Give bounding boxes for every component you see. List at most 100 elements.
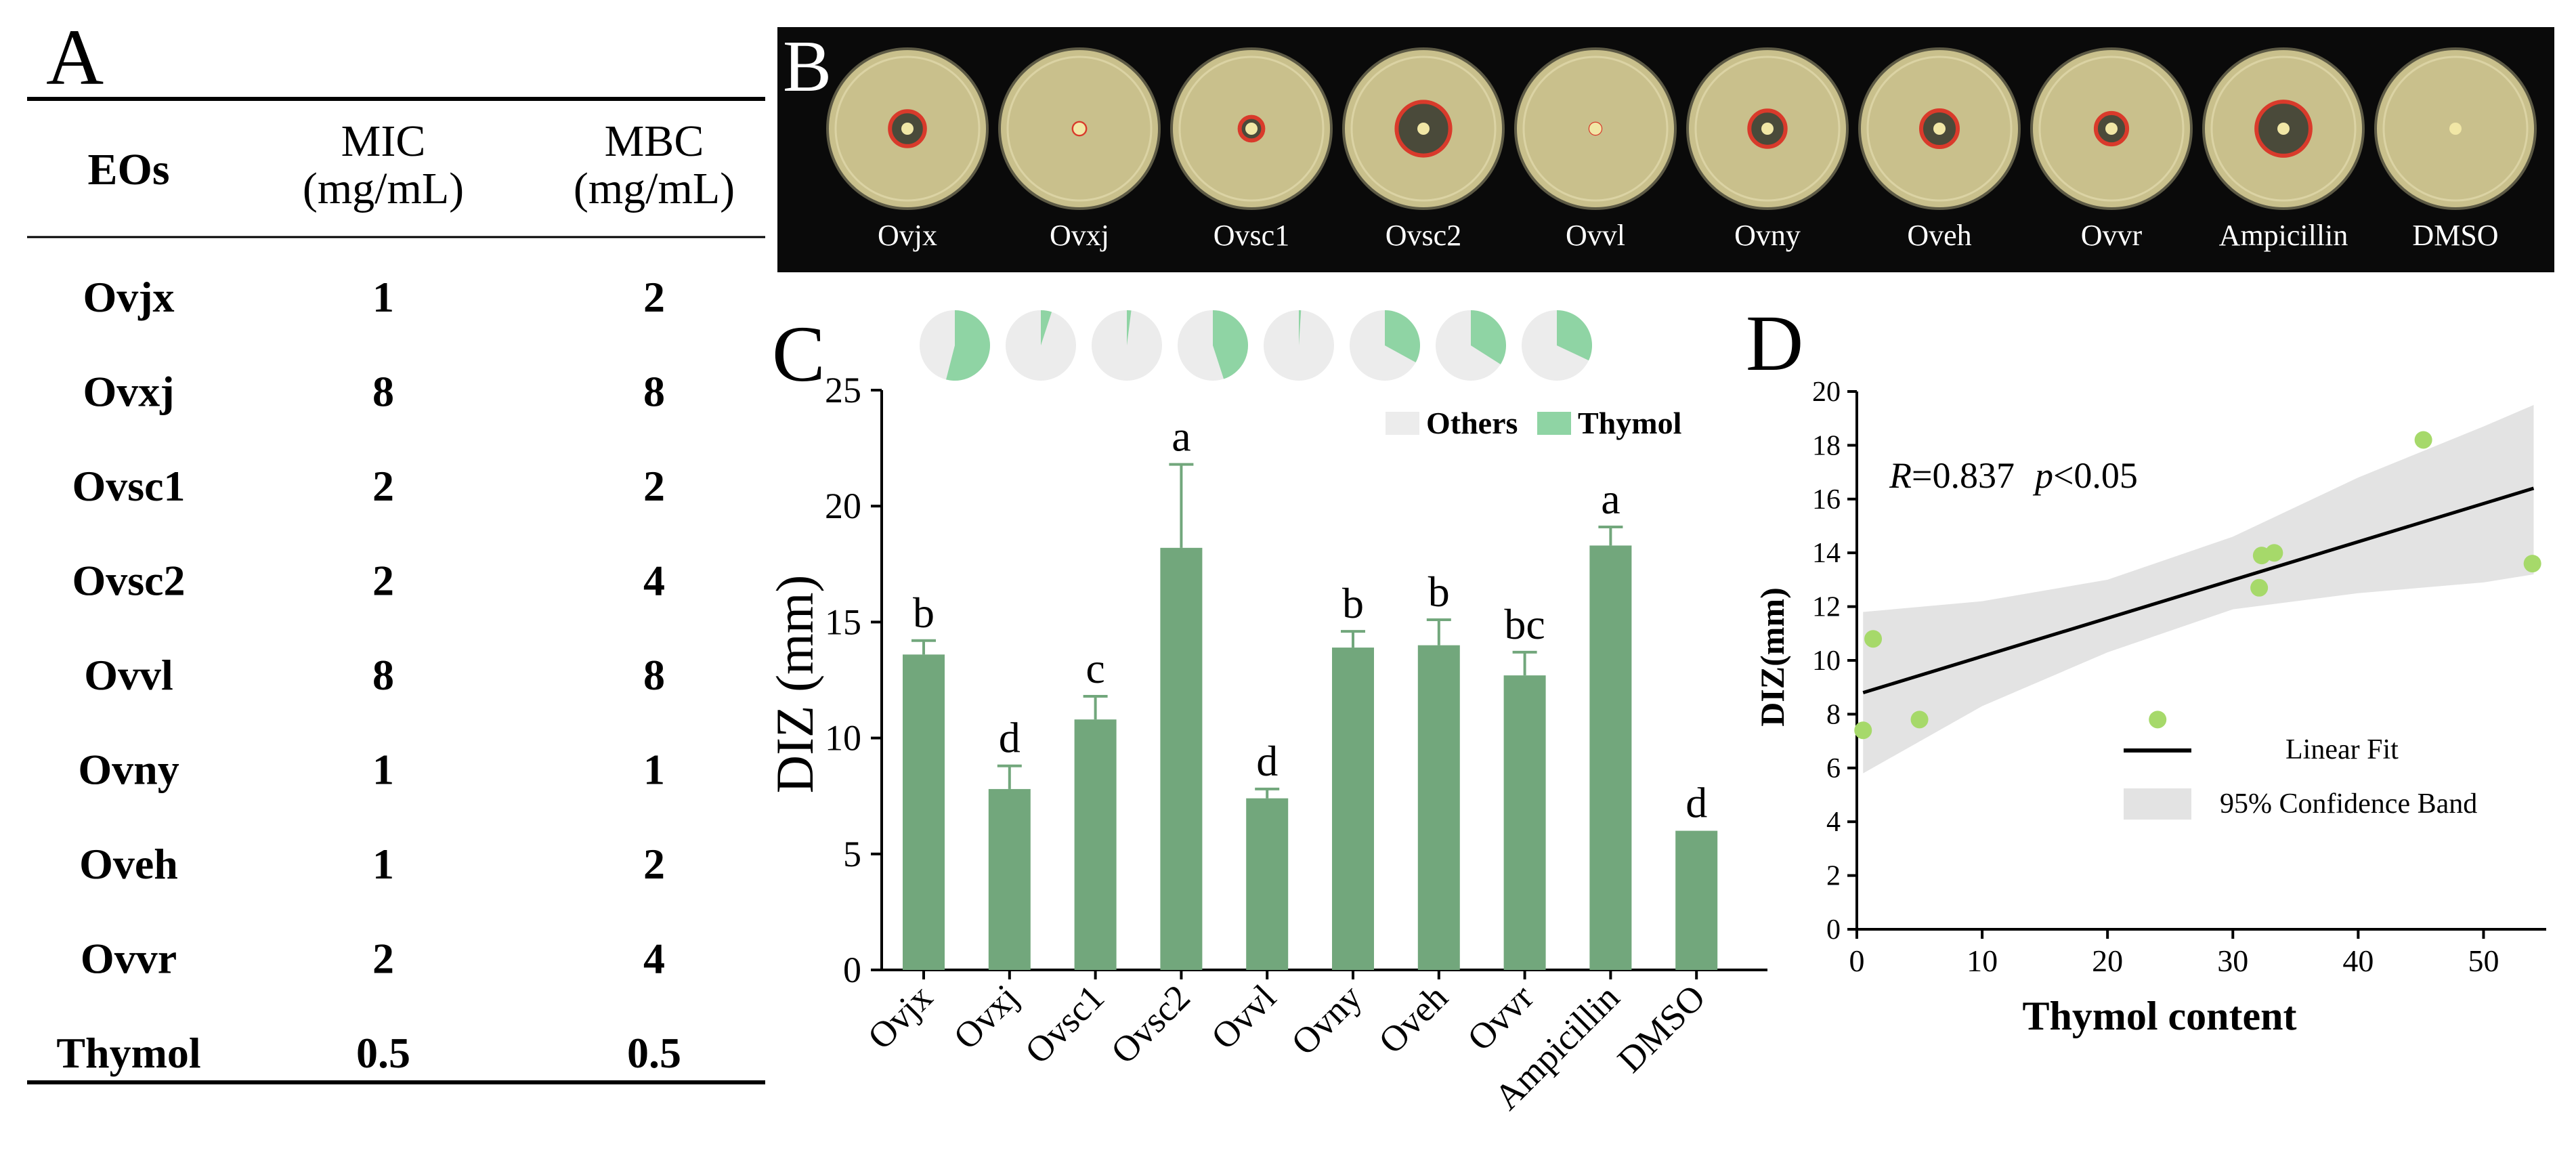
table-cell-eo: Ovvr: [81, 935, 177, 983]
bar-x-tick-label: Ovny: [1283, 977, 1369, 1063]
scatter-point: [1910, 711, 1929, 729]
bar-y-tick-label: 5: [843, 834, 861, 874]
scatter-y-tick-label: 2: [1826, 861, 1841, 892]
petri-plate: Ovxj: [998, 47, 1161, 252]
bar: [1332, 648, 1374, 970]
legend-band-swatch: [2124, 788, 2191, 820]
scatter-y-tick-label: 8: [1826, 699, 1841, 730]
scatter-point: [2523, 555, 2541, 573]
table-row: Ovvr 2 4: [81, 935, 665, 983]
bar-x-tick-label: Ovjx: [860, 977, 941, 1057]
scatter-y-tick-label: 6: [1826, 753, 1841, 784]
bar-legend: Others Thymol: [1386, 406, 1681, 440]
annotation-r-label: R: [1889, 455, 1912, 496]
pie-slice-thymol: [946, 310, 990, 381]
scatter-y-tick-label: 10: [1812, 645, 1841, 677]
pie-slice-thymol: [1557, 310, 1592, 361]
linear-fit-line: [1862, 486, 2535, 695]
bar: [1417, 645, 1460, 970]
panel-c-bar-chart: C DIZ (mm) Others Thymol 0 5 10 15 20 25 b Ovjx…: [765, 310, 1767, 1118]
bar-x-tick-label: Ovvl: [1203, 977, 1284, 1057]
significance-letter: c: [1086, 644, 1104, 692]
panel-d-scatter: D DIZ(mm) Thymol content R=0.837 p<0.05 0…: [1746, 299, 2546, 1038]
scatter-x-axis-label: Thymol content: [2023, 994, 2297, 1038]
table-row: Thymol 0.5 0.5: [56, 1029, 681, 1077]
bar-y-tick-label: 25: [825, 370, 861, 410]
disc: [2105, 123, 2118, 135]
petri-plate: DMSO: [2374, 47, 2537, 252]
scatter-y-tick-label: 18: [1812, 430, 1841, 461]
table-row: Ovxj 8 8: [83, 368, 665, 416]
scatter-point: [1854, 721, 1872, 740]
bar: [1074, 719, 1117, 970]
significance-letter: a: [1172, 412, 1190, 461]
bar: [1589, 545, 1632, 970]
disc: [1589, 123, 1602, 135]
petri-plate: Ovvr: [2030, 47, 2193, 252]
bar-y-tick-label: 10: [825, 718, 861, 759]
significance-letter: a: [1601, 475, 1620, 523]
scatter-legend: Linear Fit 95% Confidence Band: [2124, 734, 2477, 820]
table-row: Ovny 1 1: [78, 746, 665, 794]
bar: [1675, 830, 1718, 970]
panel-label-b: B: [783, 26, 832, 107]
significance-letter: b: [1428, 568, 1450, 616]
thymol-pie: [920, 310, 990, 381]
disc: [2449, 123, 2462, 135]
scatter-y-tick-label: 14: [1812, 538, 1841, 569]
significance-letter: b: [1342, 579, 1364, 627]
scatter-point: [2414, 431, 2432, 449]
plate-rim: [1006, 56, 1153, 202]
scatter-x-tick-label: 20: [2092, 944, 2123, 978]
table-cell-mic: 1: [372, 746, 394, 794]
plate-label: Ovvr: [2081, 219, 2143, 252]
table-header-col-1-line2: (mg/mL): [303, 164, 464, 213]
table-cell-eo: Ovxj: [83, 368, 174, 416]
table-row: Ovjx 1 2: [83, 273, 665, 321]
pie-slice-thymol: [1041, 310, 1052, 345]
bar-y-tick-label: 0: [843, 950, 861, 990]
table-cell-mic: 8: [372, 368, 394, 416]
table-cell-mbc: 2: [643, 462, 665, 510]
bar-pies: [920, 310, 1592, 381]
correlation-annotation: R=0.837 p<0.05: [1889, 455, 2138, 496]
table-header-col-1-line1: MIC: [341, 116, 426, 166]
legend-swatch-thymol: [1537, 412, 1571, 435]
scatter-x-tick-label: 0: [1849, 944, 1865, 978]
scatter-y-tick-label: 12: [1812, 592, 1841, 623]
table-cell-mic: 0.5: [356, 1029, 410, 1077]
scatter-chart-plot: 0 2 4 6 8 10 12 14 16 18 20 0 10 20 30 40 50: [1812, 377, 2546, 978]
thymol-pie: [1350, 310, 1420, 381]
disc: [901, 123, 914, 135]
annotation-p-value: <0.05: [2053, 455, 2138, 496]
panel-label-c: C: [772, 310, 825, 398]
plate-rim: [2210, 56, 2357, 202]
plate-label: Ovny: [1734, 219, 1801, 252]
plate-rim: [834, 56, 981, 202]
bar: [903, 654, 945, 970]
plate-rim: [2038, 56, 2185, 202]
thymol-pie: [1178, 310, 1249, 381]
disc: [1761, 123, 1774, 135]
petri-plate: Ovny: [1686, 47, 1849, 252]
table-cell-mbc: 8: [643, 368, 665, 416]
table-cell-eo: Ovsc1: [72, 462, 185, 510]
table-cell-mic: 2: [372, 557, 394, 605]
table-cell-mbc: 1: [643, 746, 665, 794]
thymol-pie: [1264, 310, 1334, 381]
plate-rim: [1522, 56, 1669, 202]
legend-fit-label: Linear Fit: [2285, 734, 2399, 765]
pie-slice-thymol: [1299, 310, 1302, 345]
significance-letter: d: [999, 714, 1021, 762]
table-cell-mic: 2: [372, 462, 394, 510]
plate-label: DMSO: [2412, 219, 2498, 252]
plate-label: Ampicillin: [2219, 219, 2348, 252]
bar-x-tick-label: Oveh: [1371, 977, 1455, 1061]
petri-plate: Ampicillin: [2202, 47, 2365, 252]
disc: [1417, 123, 1430, 135]
table-cell-mic: 1: [372, 840, 394, 888]
pie-slice-thymol: [1471, 310, 1507, 364]
